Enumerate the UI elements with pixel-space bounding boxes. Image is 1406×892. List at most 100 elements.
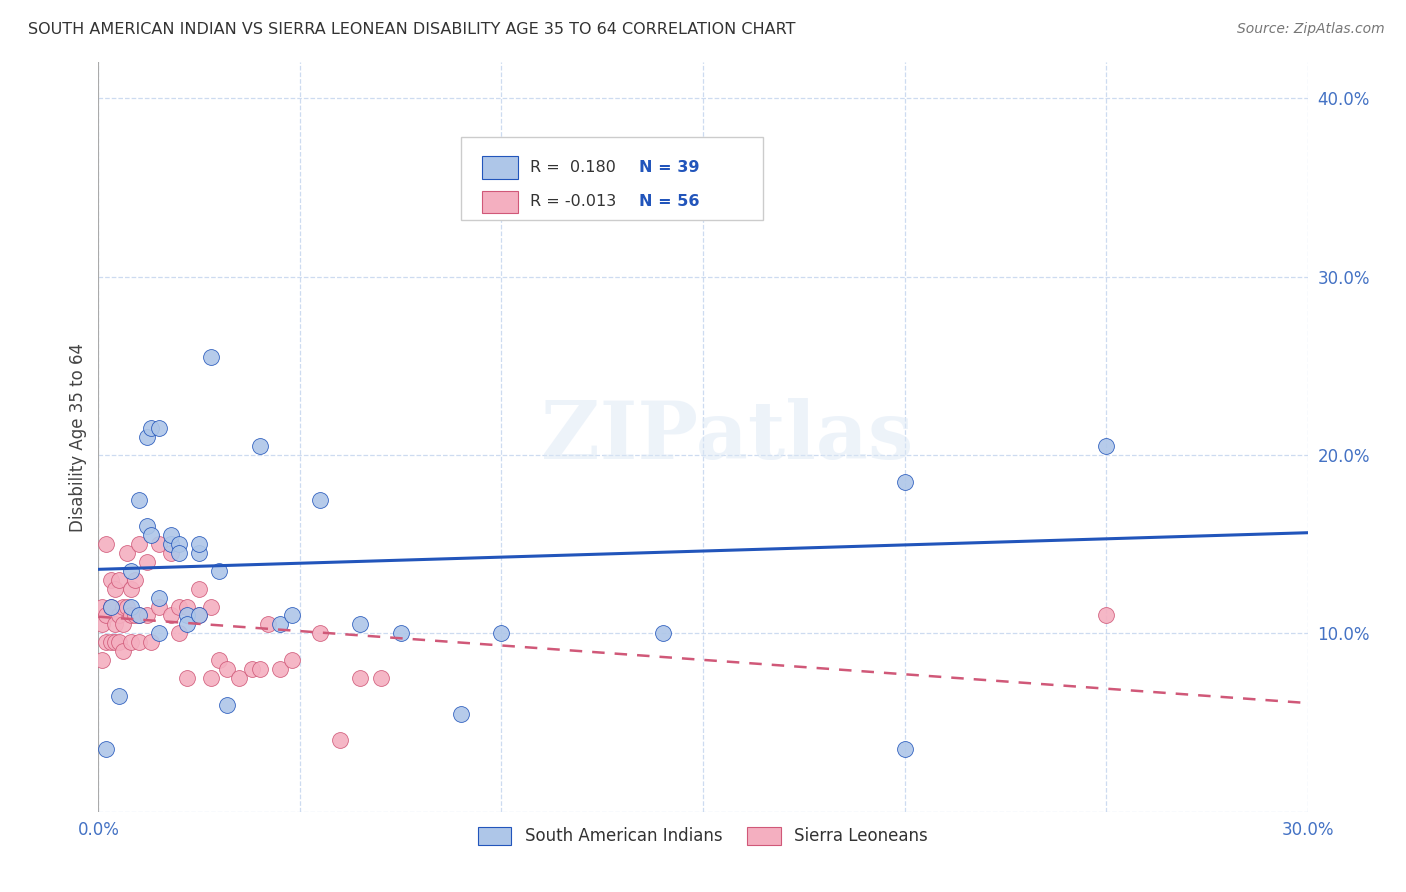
Point [1095,608,1118,623]
Point [176,617,198,632]
Point [96,635,118,649]
Point [249,439,271,453]
Point [240,662,263,676]
Point [309,492,332,507]
Point [167,626,190,640]
Point [148,537,170,551]
Point [256,617,278,632]
Point [91,599,114,614]
Point [208,653,231,667]
Point [148,421,170,435]
Point [281,653,304,667]
Text: ZIPatlas: ZIPatlas [541,398,914,476]
Point [281,608,304,623]
Point [111,599,134,614]
Point [107,608,129,623]
Point [188,608,211,623]
Point [167,546,190,560]
Point [200,671,222,685]
Point [450,706,472,721]
Point [96,608,118,623]
Point [651,626,673,640]
Point [128,608,150,623]
Point [96,537,118,551]
Point [893,742,915,756]
Point [124,608,146,623]
Point [91,617,114,632]
Point [491,626,513,640]
Point [91,653,114,667]
Y-axis label: Disability Age 35 to 64: Disability Age 35 to 64 [69,343,87,532]
Point [128,608,150,623]
FancyBboxPatch shape [482,191,517,213]
Point [100,599,122,614]
Point [103,635,125,649]
Point [120,608,142,623]
Point [107,689,129,703]
Point [228,671,250,685]
Point [349,671,371,685]
Point [1095,439,1118,453]
Point [139,635,162,649]
Point [176,671,198,685]
Point [188,608,211,623]
Point [530,180,553,194]
Point [148,591,170,605]
Point [100,599,122,614]
Point [208,564,231,578]
Point [167,537,190,551]
Point [167,599,190,614]
Point [188,582,211,596]
Point [148,599,170,614]
Point [148,626,170,640]
Legend: South American Indians, Sierra Leoneans: South American Indians, Sierra Leoneans [471,820,935,852]
Point [100,573,122,587]
Point [120,564,142,578]
Point [128,635,150,649]
Point [188,546,211,560]
Point [176,599,198,614]
Point [103,617,125,632]
Point [103,582,125,596]
Point [217,698,239,712]
Point [128,492,150,507]
Text: N = 39: N = 39 [638,160,699,175]
Point [370,671,392,685]
FancyBboxPatch shape [461,137,763,219]
Point [128,537,150,551]
Point [200,350,222,364]
Text: R =  0.180: R = 0.180 [530,160,616,175]
Point [135,430,157,444]
Point [135,555,157,569]
Point [111,644,134,658]
Point [349,617,371,632]
Text: SOUTH AMERICAN INDIAN VS SIERRA LEONEAN DISABILITY AGE 35 TO 64 CORRELATION CHAR: SOUTH AMERICAN INDIAN VS SIERRA LEONEAN … [28,22,796,37]
Text: Source: ZipAtlas.com: Source: ZipAtlas.com [1237,22,1385,37]
Point [329,733,352,747]
Point [111,617,134,632]
Point [135,519,157,533]
Point [100,635,122,649]
Point [160,546,183,560]
Text: R = -0.013: R = -0.013 [530,194,616,210]
Point [135,608,157,623]
Point [120,635,142,649]
Point [139,421,162,435]
Point [160,528,183,542]
Point [107,635,129,649]
Point [160,608,183,623]
Point [124,573,146,587]
Point [139,528,162,542]
Point [188,537,211,551]
FancyBboxPatch shape [482,156,517,178]
Point [249,662,271,676]
Point [893,475,915,489]
Point [176,608,198,623]
Point [389,626,412,640]
Text: N = 56: N = 56 [638,194,699,210]
Point [115,546,138,560]
Point [269,662,291,676]
Point [200,599,222,614]
Point [269,617,291,632]
Point [115,599,138,614]
